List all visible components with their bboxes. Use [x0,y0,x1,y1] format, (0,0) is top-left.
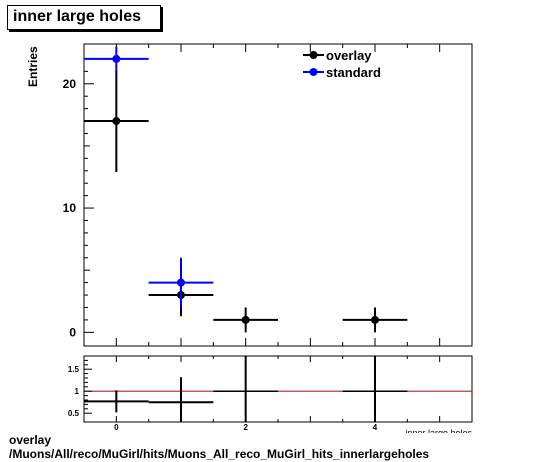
ratio-y-tick-label: 1.5 [68,365,80,374]
legend: overlay standard [303,48,381,80]
series-overlay [84,70,408,333]
main-tick-labels: 0 10 20 [63,77,77,340]
bottom-mask [380,433,480,441]
legend-label: standard [326,65,381,80]
data-point [241,315,250,324]
y-tick-label: 10 [63,201,77,215]
ratio-y-tick-label: 1 [75,387,80,396]
caption-line-1: overlay [9,433,52,447]
chart-title-box: inner large holes [7,5,161,30]
legend-label: overlay [326,48,372,63]
x-tick-label: 0 [114,423,119,432]
main-data-marks [84,46,408,333]
ratio-tick-labels: 0.5 1 1.5 0 2 4 [68,365,378,432]
chart-title: inner large holes [13,8,142,25]
data-point [177,278,185,287]
y-axis-label: Entries [26,46,40,87]
data-point [112,117,121,126]
y-tick-label: 0 [69,325,76,339]
x-tick-label: 4 [373,423,378,432]
y-tick-label: 20 [63,77,77,91]
data-point [371,315,379,324]
caption-line-2: /Muons/All/reco/MuGirl/hits/Muons_All_re… [9,447,430,461]
main-axis-ticks [83,44,473,346]
x-tick-label: 2 [243,423,248,432]
series-standard [84,46,214,308]
ratio-plot-frame [83,355,473,423]
ratio-data-marks [84,356,408,422]
legend-marker [309,68,318,76]
main-plot-frame [83,43,473,347]
ratio-y-tick-label: 0.5 [68,409,80,418]
ratio-axis-ticks [83,356,473,422]
ratio-series-0 [84,356,408,422]
data-point [112,54,121,63]
legend-marker [309,51,318,59]
